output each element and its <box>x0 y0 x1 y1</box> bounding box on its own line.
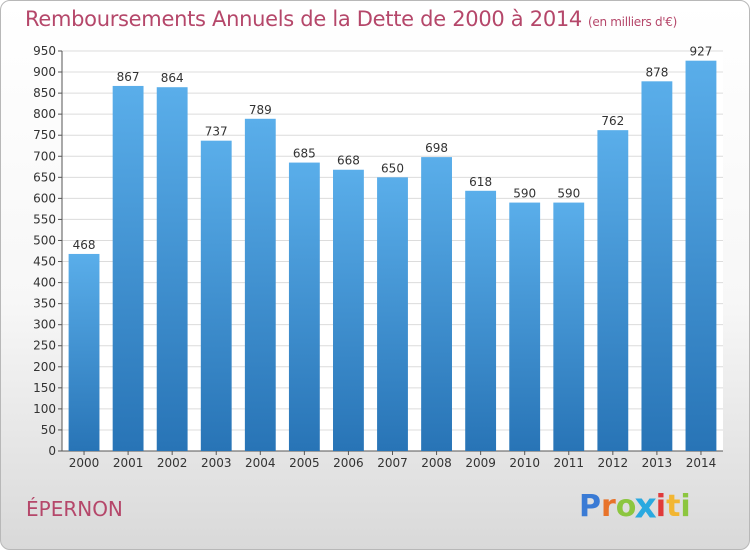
bar-value-label: 927 <box>690 45 713 59</box>
x-tick-label: 2003 <box>201 456 232 470</box>
bar-value-label: 762 <box>601 114 624 128</box>
bar-value-label: 668 <box>337 154 360 168</box>
y-tick-label: 300 <box>33 318 56 332</box>
x-tick-label: 2001 <box>113 456 144 470</box>
bar <box>465 190 497 451</box>
x-tick-label: 2014 <box>686 456 717 470</box>
y-tick-label: 100 <box>33 402 56 416</box>
bar <box>68 253 100 451</box>
chart-subtitle: (en milliers d'€) <box>588 15 678 29</box>
bar-value-label: 789 <box>249 103 272 117</box>
x-tick-label: 2009 <box>465 456 496 470</box>
y-tick-label: 200 <box>33 360 56 374</box>
chart-title: Remboursements Annuels de la Dette de 20… <box>25 7 677 31</box>
bar-value-label: 698 <box>425 141 448 155</box>
bar <box>112 85 144 452</box>
y-tick-label: 700 <box>33 149 56 163</box>
y-tick-label: 900 <box>33 65 56 79</box>
x-tick-label: 2012 <box>598 456 629 470</box>
logo-letter: P <box>579 489 601 524</box>
bar <box>685 60 717 452</box>
x-tick-label: 2005 <box>289 456 320 470</box>
x-tick-label: 2000 <box>69 456 100 470</box>
y-tick-label: 450 <box>33 255 56 269</box>
proxiti-logo: Proxiti <box>579 486 691 527</box>
x-tick-label: 2002 <box>157 456 188 470</box>
x-tick-label: 2007 <box>377 456 408 470</box>
x-tick-label: 2010 <box>509 456 540 470</box>
bar-value-label: 468 <box>73 238 96 252</box>
bar <box>288 162 320 451</box>
y-tick-label: 400 <box>33 276 56 290</box>
logo-letter: r <box>601 489 616 524</box>
bar <box>421 157 452 451</box>
bar-value-label: 867 <box>117 70 140 84</box>
y-tick-label: 750 <box>33 128 56 142</box>
place-name: ÉPERNON <box>26 497 123 521</box>
bar-value-label: 650 <box>381 161 404 175</box>
y-tick-label: 150 <box>33 381 56 395</box>
logo-letter: i <box>680 489 691 524</box>
bar <box>509 202 541 451</box>
y-tick-label: 850 <box>33 86 56 100</box>
bar-value-label: 590 <box>557 187 580 201</box>
logo-letter: i <box>655 489 667 524</box>
x-tick-label: 2013 <box>642 456 673 470</box>
bar <box>244 118 276 451</box>
x-tick-label: 2011 <box>553 456 584 470</box>
y-tick-label: 0 <box>48 444 56 458</box>
logo-letter: t <box>666 489 681 524</box>
y-tick-label: 650 <box>33 170 56 184</box>
y-tick-label: 50 <box>41 423 56 437</box>
y-tick-label: 500 <box>33 233 56 247</box>
bar-value-label: 864 <box>161 71 184 85</box>
y-tick-label: 350 <box>33 297 56 311</box>
bar <box>333 169 364 451</box>
y-tick-label: 250 <box>33 339 56 353</box>
bar <box>553 202 585 451</box>
bar-value-label: 590 <box>513 187 536 201</box>
bar <box>200 140 232 451</box>
x-tick-label: 2006 <box>333 456 364 470</box>
bar <box>156 87 188 452</box>
logo-letter: o <box>615 489 637 524</box>
bar <box>377 177 408 451</box>
y-tick-label: 800 <box>33 107 56 121</box>
x-tick-label: 2004 <box>245 456 276 470</box>
x-tick-label: 2008 <box>421 456 452 470</box>
bar-value-label: 618 <box>469 175 492 189</box>
bar-value-label: 737 <box>205 125 228 139</box>
y-tick-label: 550 <box>33 212 56 226</box>
y-tick-label: 950 <box>33 44 56 58</box>
bar <box>641 81 673 451</box>
y-tick-label: 600 <box>33 191 56 205</box>
bar-value-label: 878 <box>645 65 668 79</box>
bar-value-label: 685 <box>293 147 316 161</box>
chart-title-text: Remboursements Annuels de la Dette de 20… <box>25 7 582 31</box>
bar <box>597 130 629 451</box>
logo-letter: x <box>634 486 658 527</box>
